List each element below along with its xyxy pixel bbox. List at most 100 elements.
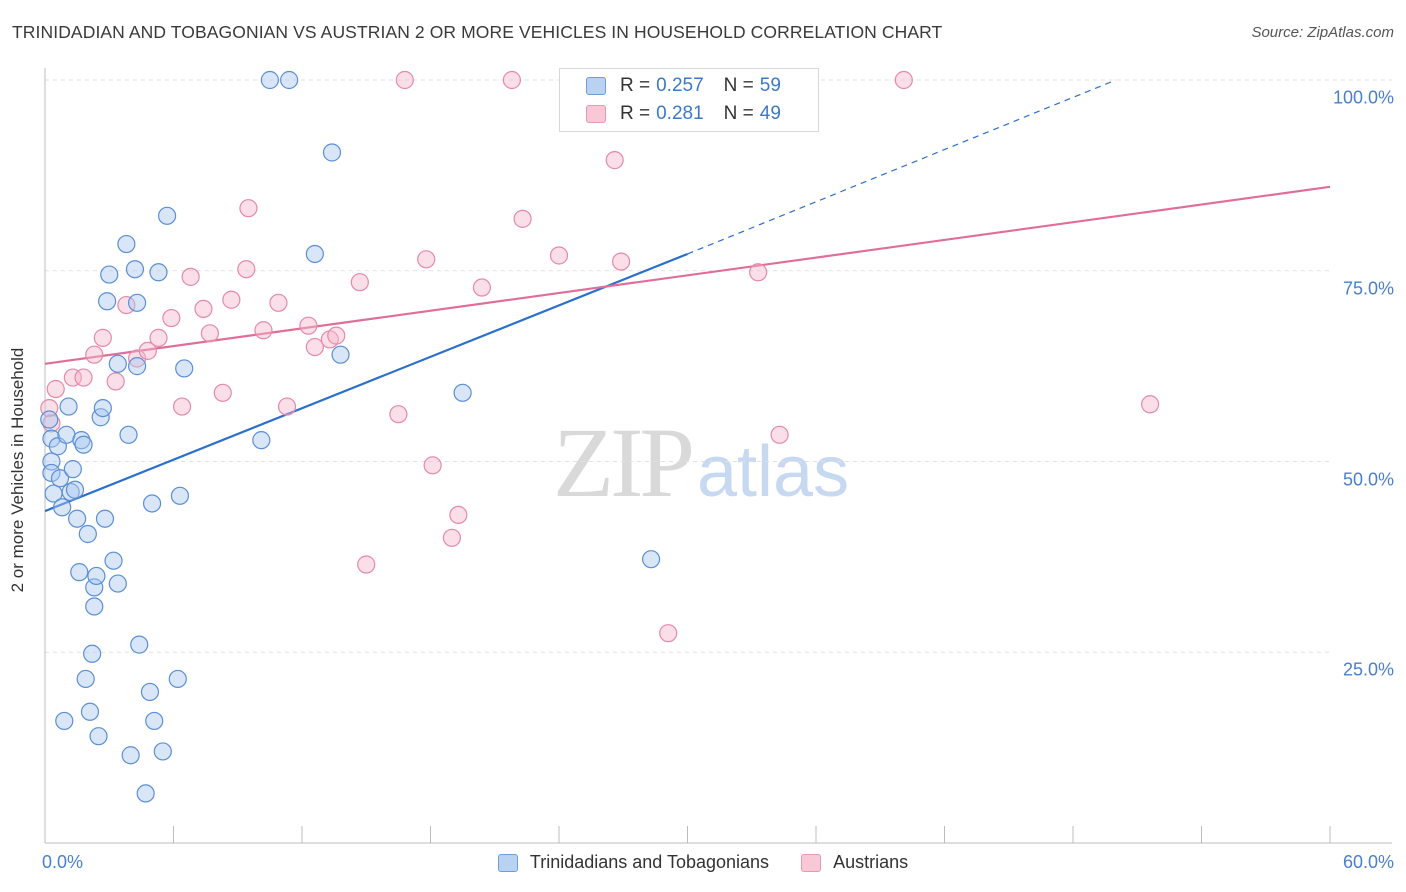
austrian-point xyxy=(138,341,157,360)
legend-n-value: 49 xyxy=(759,103,781,124)
austrian-point xyxy=(93,328,112,347)
y-tick-label: 100.0% xyxy=(1332,87,1394,108)
stats-legend: R = 0.257 N = 59 R = 0.281 N = 49 xyxy=(559,68,819,132)
austrian-point xyxy=(423,456,442,475)
trinidadian-point xyxy=(322,143,342,162)
legend-swatch-pink xyxy=(586,105,606,123)
trinidadian-point xyxy=(100,265,119,284)
austrian-point xyxy=(357,555,376,574)
trinidadian-point xyxy=(55,711,74,731)
austrian-point xyxy=(749,263,768,282)
trinidadian-point xyxy=(121,746,140,765)
watermark-atlas: atlas xyxy=(697,432,850,512)
austrian-point xyxy=(513,209,532,228)
legend-n-value: 59 xyxy=(759,75,781,96)
trinidadian-point xyxy=(59,397,78,416)
trinidadian-point xyxy=(65,480,85,499)
trinidadian-point xyxy=(85,578,104,597)
austrian-point xyxy=(299,316,318,335)
source-credit: Source: ZipAtlas.com xyxy=(1251,24,1394,41)
trinidadian-point xyxy=(125,260,145,279)
trinidadian-point xyxy=(168,669,187,689)
legend-r-value: 0.257 xyxy=(656,75,704,96)
trinidadian-point xyxy=(305,244,324,264)
austrian-point xyxy=(269,293,288,312)
austrian-point xyxy=(149,328,168,347)
legend-r-value: 0.281 xyxy=(656,103,704,124)
trinidadian-point xyxy=(117,234,136,254)
y-tick-label: 50.0% xyxy=(1342,469,1394,489)
trinidadian-point xyxy=(175,359,194,378)
austrian-point xyxy=(172,397,192,416)
austrian-point xyxy=(442,528,462,547)
data-points xyxy=(40,70,1160,803)
austrian-point xyxy=(305,337,324,357)
trinidadian-trend-extension xyxy=(687,79,1117,255)
trinidadian-point xyxy=(63,460,82,479)
trinidadian-point xyxy=(170,486,190,505)
austrian-point xyxy=(449,505,468,525)
trinidadian-point xyxy=(153,742,172,761)
trinidadian-point xyxy=(119,425,138,444)
trinidadian-point xyxy=(42,429,61,448)
austrian-point xyxy=(254,321,273,340)
trinidadian-trend-line xyxy=(44,252,688,513)
trinidadian-point xyxy=(108,574,127,593)
trinidadian-point xyxy=(74,435,93,454)
legend-label-austrians: Austrians xyxy=(833,852,909,872)
trinidadian-point xyxy=(83,644,102,663)
trinidadian-point xyxy=(93,398,112,418)
legend-row-austrians: R = 0.281 N = 49 xyxy=(586,103,801,125)
austrian-point xyxy=(350,273,369,292)
austrian-point xyxy=(237,260,256,279)
austrian-point xyxy=(502,70,521,90)
legend-n-label: N = xyxy=(723,75,754,96)
austrian-trend-line xyxy=(44,185,1331,365)
austrian-point xyxy=(117,295,136,315)
austrian-point xyxy=(162,308,181,328)
y-tick-label: 25.0% xyxy=(1342,659,1394,680)
austrian-point xyxy=(239,199,258,218)
austrian-point xyxy=(389,405,408,424)
austrian-point xyxy=(63,368,82,387)
trinidadian-point xyxy=(136,784,155,803)
austrian-point xyxy=(277,397,297,416)
trinidadian-point xyxy=(53,498,72,517)
austrian-point xyxy=(549,246,569,265)
trinidadian-point xyxy=(252,431,271,450)
austrian-point xyxy=(106,372,125,391)
austrian-point xyxy=(417,250,436,269)
austrian-point xyxy=(770,425,789,444)
austrian-point xyxy=(612,252,631,271)
legend-n-label: N = xyxy=(723,103,754,124)
austrian-point xyxy=(894,70,913,90)
trinidadian-point xyxy=(127,357,147,376)
austrian-point xyxy=(46,379,65,399)
trinidadian-point xyxy=(127,293,147,312)
trinidadian-point xyxy=(42,463,61,483)
watermark: ZIPatlas xyxy=(553,405,849,520)
trinidadian-point xyxy=(104,551,123,570)
trinidadian-point xyxy=(70,563,89,582)
x-axis xyxy=(44,68,1392,844)
austrian-point xyxy=(181,267,200,286)
trinidadian-point xyxy=(149,263,168,282)
trinidadian-point xyxy=(641,550,661,569)
trinidadian-point xyxy=(108,354,127,373)
series-legend: Trinidadians and Tobagonians Austrians xyxy=(0,852,1406,873)
trinidadian-point xyxy=(40,410,59,429)
legend-item-trinidadians: Trinidadians and Tobagonians xyxy=(497,852,770,873)
trinidadian-point xyxy=(80,702,100,721)
trinidadian-point xyxy=(68,509,87,528)
legend-label-trinidadians: Trinidadians and Tobagonians xyxy=(529,852,770,872)
legend-item-austrians: Austrians xyxy=(801,852,908,873)
trinidadian-point xyxy=(98,292,117,311)
trinidadian-point xyxy=(453,383,472,402)
trinidadian-point xyxy=(76,669,95,689)
legend-swatch-blue xyxy=(497,853,518,872)
y-axis-label: 2 or more Vehicles in Household xyxy=(8,347,27,593)
legend-swatch-pink xyxy=(801,853,822,872)
austrian-point xyxy=(194,299,213,318)
austrian-point xyxy=(1140,395,1160,414)
